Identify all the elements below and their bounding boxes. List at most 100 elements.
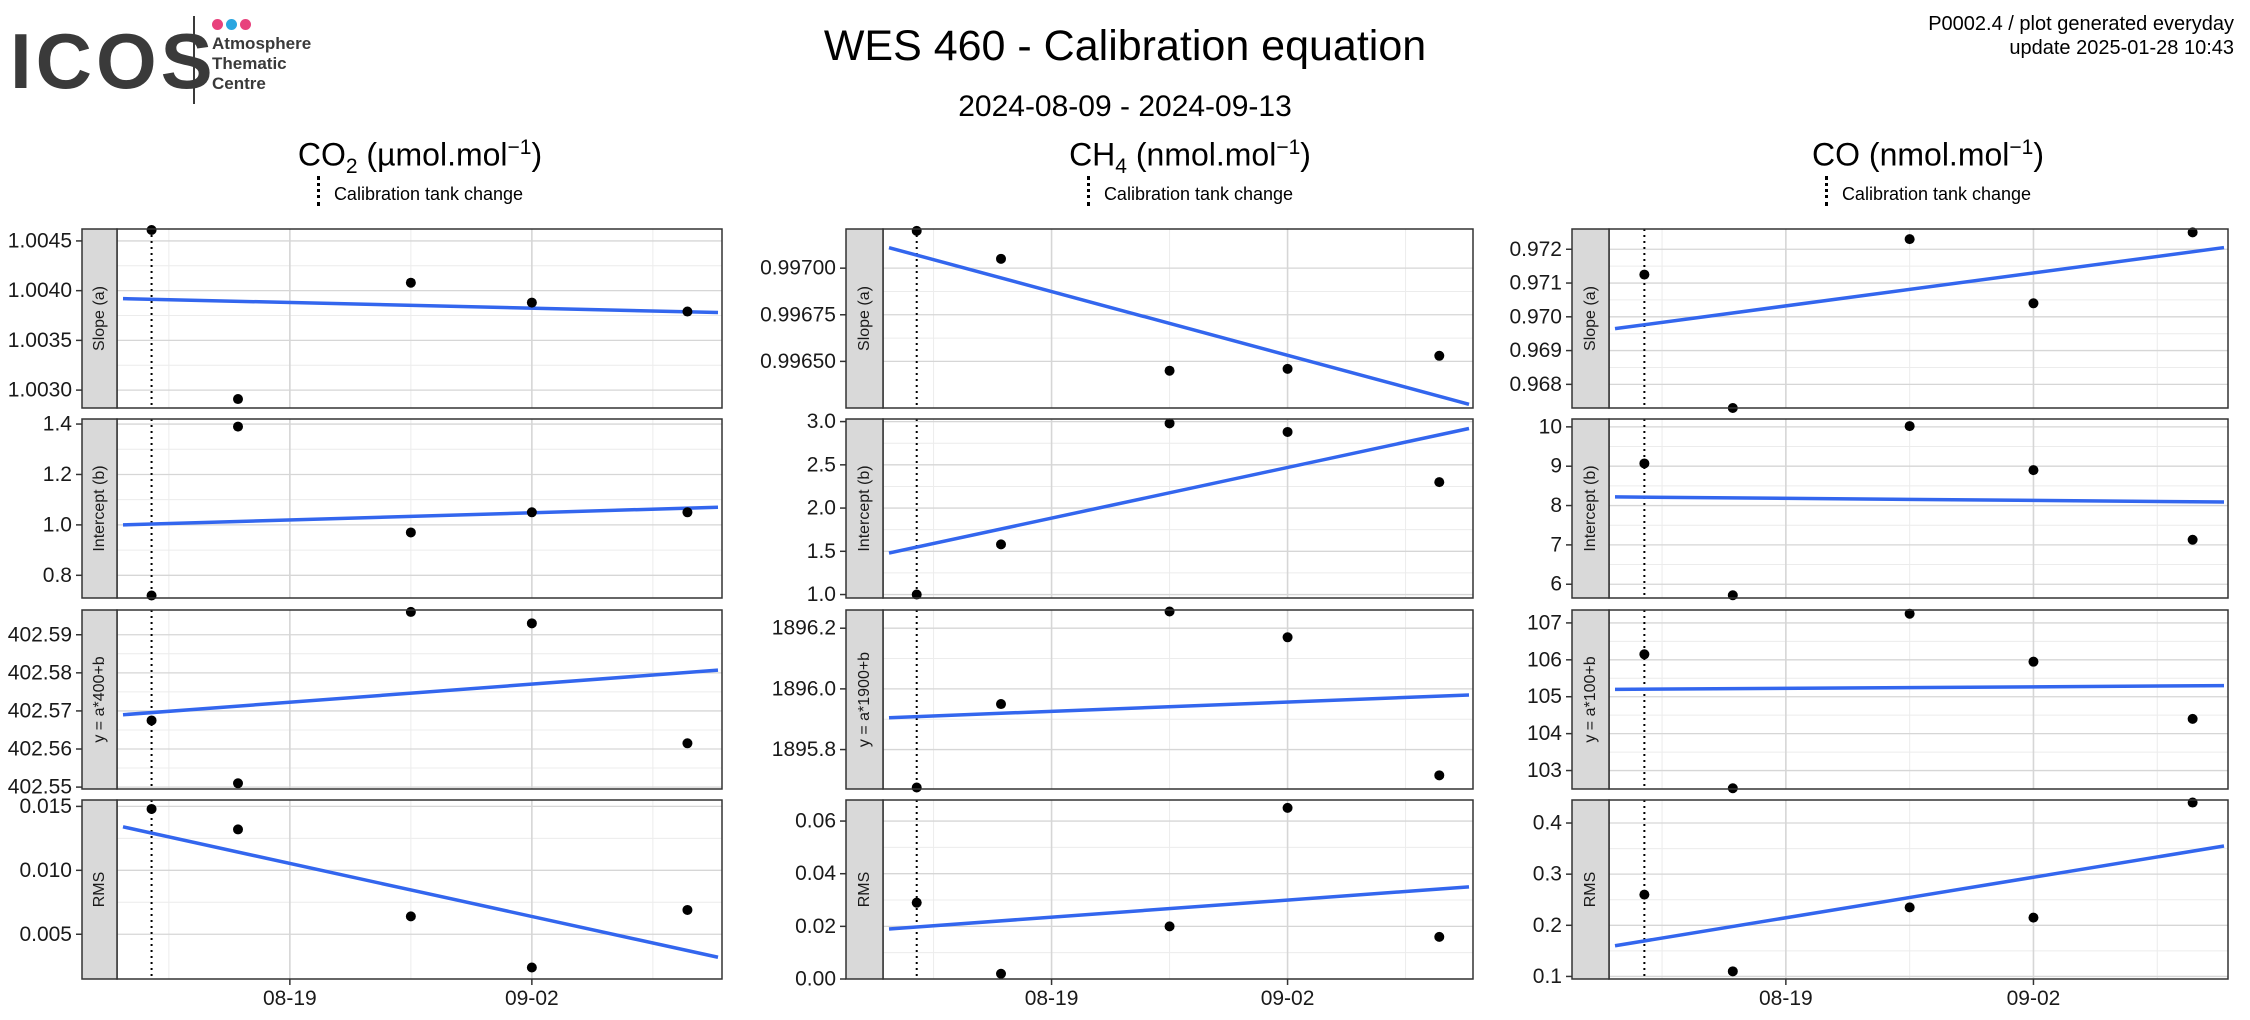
data-point (233, 394, 243, 405)
y-tick-label: 10 (1539, 415, 1562, 438)
y-tick-label: 1.5 (807, 540, 836, 563)
y-tick-label: 107 (1527, 611, 1562, 634)
legend-label: Calibration tank change (1841, 183, 2032, 204)
strip-label: Slope (a) (91, 286, 108, 351)
data-point (682, 904, 693, 915)
species-name: CO (297, 136, 346, 173)
panel-strip (1571, 609, 1610, 790)
y-tick-label: 2.0 (807, 497, 836, 520)
strip-label: Intercept (b) (856, 465, 873, 551)
unit-close: ) (531, 136, 543, 173)
data-point (2187, 797, 2198, 808)
data-point (405, 277, 416, 288)
y-tick-label: 9 (1550, 455, 1562, 478)
logo-subtitle-line: Thematic (212, 54, 287, 73)
y-tick-label: 1895.8 (772, 738, 836, 761)
unit-label: (µmol.mol (366, 136, 508, 173)
data-point (1164, 921, 1175, 932)
y-tick-label: 1.4 (43, 413, 73, 436)
x-tick-label: 08-19 (263, 987, 317, 1010)
unit-label: (nmol.mol (1135, 136, 1277, 173)
panel: y = a*400+b 402.55 402.56 402.57 402.58 402.5… (8, 606, 723, 799)
fit-line (122, 296, 719, 315)
panel-background (1609, 610, 2228, 789)
panel: RMS 0.005 0.010 0.015 08-19 09-02 (19, 795, 723, 1010)
y-tick-label: 0.99700 (760, 257, 836, 280)
dotted-line-icon (316, 176, 320, 206)
panel-strip (845, 418, 884, 599)
data-point (682, 507, 693, 518)
panel-strip (1571, 418, 1610, 599)
panel: Slope (a) 1.0030 1.0035 1.0040 1.0045 (8, 224, 723, 409)
fit-line (1614, 245, 2225, 331)
data-point (1904, 902, 1915, 913)
species-name: CO (1812, 136, 1861, 173)
panel-strip (845, 609, 884, 790)
y-tick-label: 105 (1527, 685, 1562, 708)
panel-background (1609, 800, 2228, 979)
data-point (996, 253, 1006, 264)
panel: Intercept (b) 6 7 8 9 10 (1539, 415, 2229, 601)
y-tick-label: 0.969 (1509, 339, 1562, 362)
unit-exponent: −1 (1276, 136, 1301, 159)
fit-line (1614, 844, 2225, 948)
y-tick-label: 1896.2 (772, 617, 836, 640)
panel-background (117, 800, 722, 979)
fit-line (888, 885, 1470, 931)
panel-background (1609, 419, 2228, 598)
legend-tank-change: Calibration tank change (1608, 176, 2248, 210)
y-tick-label: 0.015 (19, 795, 72, 818)
y-tick-label: 1.0040 (8, 279, 72, 302)
data-point (1904, 234, 1915, 245)
data-point (2187, 534, 2198, 545)
data-point (1282, 632, 1293, 643)
y-tick-label: 0.04 (795, 862, 836, 885)
data-point (1282, 426, 1293, 437)
y-tick-label: 402.56 (8, 738, 72, 761)
panel: Intercept (b) 0.8 1.0 1.2 1.4 (43, 413, 723, 601)
data-point (2028, 298, 2039, 309)
x-tick-label: 09-02 (2007, 987, 2061, 1010)
strip-label: Intercept (b) (1582, 465, 1599, 551)
y-tick-label: 0.4 (1533, 812, 1563, 835)
data-point (233, 778, 243, 789)
y-tick-label: 6 (1550, 573, 1562, 596)
data-point (1904, 608, 1915, 619)
data-point (911, 225, 922, 236)
y-tick-label: 1.0045 (8, 229, 72, 252)
species-subscript: 2 (345, 155, 358, 179)
data-point (405, 606, 416, 617)
logo-dot (212, 19, 223, 30)
data-point (911, 897, 922, 908)
panel-strip (845, 799, 884, 980)
strip-label: Slope (a) (856, 286, 873, 351)
data-point (996, 699, 1006, 710)
data-point (526, 297, 537, 308)
data-point (1639, 269, 1650, 280)
panel-strip (81, 418, 118, 599)
fit-line (122, 825, 719, 959)
logo-wordmark: ICOS (10, 17, 217, 105)
data-point (2028, 912, 2039, 923)
data-point (1639, 889, 1650, 900)
unit-exponent: −1 (2009, 136, 2034, 159)
y-tick-label: 1.0030 (8, 379, 72, 402)
species-name: CH (1069, 136, 1116, 173)
y-tick-label: 0.99675 (760, 303, 836, 326)
column-title-co2: CO2 (µmol.mol−1) (100, 136, 740, 179)
icos-logo: ICOS Atmosphere Thematic Centre (10, 14, 330, 106)
logo-subtitle: Atmosphere Thematic Centre (212, 34, 311, 94)
y-tick-label: 0.972 (1509, 238, 1562, 261)
y-tick-label: 0.1 (1533, 965, 1562, 988)
unit-exponent: −1 (507, 136, 532, 159)
y-tick-label: 0.00 (795, 968, 836, 991)
y-tick-label: 106 (1527, 648, 1562, 671)
data-point (911, 589, 922, 600)
strip-label: RMS (91, 872, 108, 908)
fit-line (1614, 495, 2225, 504)
panel-background (1609, 229, 2228, 408)
y-tick-label: 0.02 (795, 915, 836, 938)
data-point (405, 911, 416, 922)
data-point (146, 590, 157, 601)
